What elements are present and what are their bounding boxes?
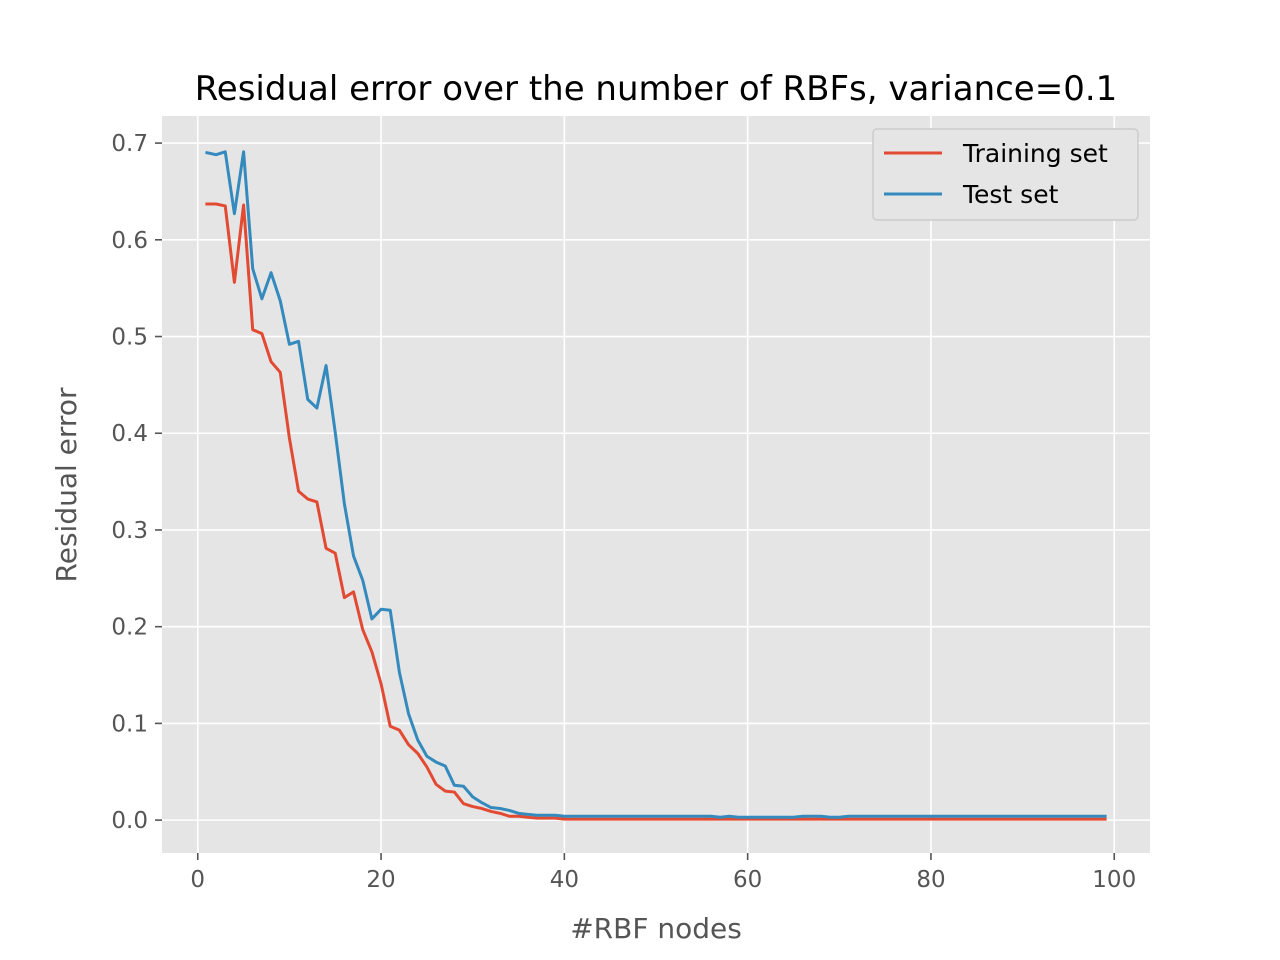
y-tick-label: 0.3: [111, 518, 148, 544]
y-tick-label: 0.4: [111, 421, 148, 447]
y-axis-ticks: 0.0 0.1 0.2 0.3 0.4 0.5 0.6 0.7: [111, 131, 162, 834]
x-tick-label: 20: [366, 867, 395, 893]
x-axis-ticks: 0 20 40 60 80 100: [190, 853, 1136, 893]
x-tick-label: 80: [916, 867, 945, 893]
y-axis-label: Residual error: [50, 387, 83, 582]
x-tick-label: 60: [733, 867, 762, 893]
x-axis-label: #RBF nodes: [570, 912, 742, 945]
series-line-training: [205, 202, 1107, 821]
legend: Training set Test set: [872, 128, 1139, 221]
y-tick-label: 0.6: [111, 228, 148, 254]
x-tick-label: 40: [550, 867, 579, 893]
chart-title: Residual error over the number of RBFs, …: [195, 69, 1118, 109]
y-tick-label: 0.0: [111, 808, 148, 834]
series-line-test: [205, 150, 1107, 819]
y-tick-label: 0.7: [111, 131, 148, 157]
legend-label-training: Training set: [962, 139, 1108, 168]
x-tick-label: 0: [190, 867, 205, 893]
y-tick-label: 0.1: [111, 711, 148, 737]
series-layer: [205, 150, 1107, 821]
legend-label-test: Test set: [962, 180, 1059, 209]
plot-background: [162, 116, 1150, 853]
y-tick-label: 0.2: [111, 615, 148, 641]
x-tick-label: 100: [1092, 867, 1136, 893]
y-tick-label: 0.5: [111, 325, 148, 351]
